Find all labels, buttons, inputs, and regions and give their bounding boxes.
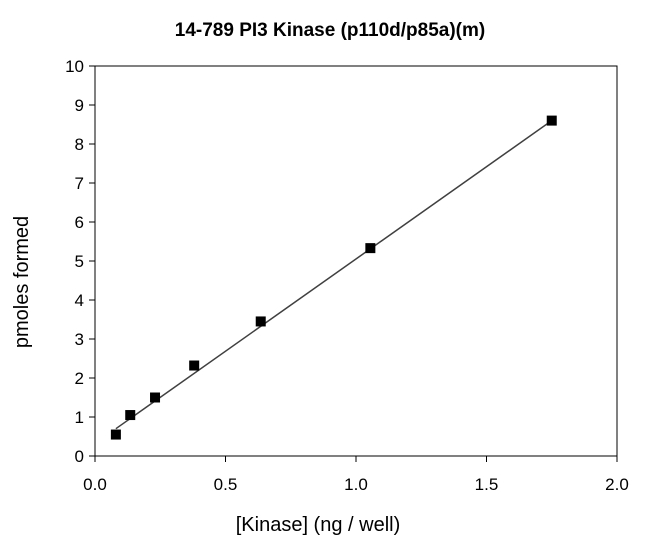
- data-point: [365, 243, 376, 254]
- x-tick-label: 2.0: [605, 475, 629, 494]
- y-axis-label: pmoles formed: [11, 216, 33, 348]
- data-point: [255, 316, 266, 327]
- y-axis: 0 1 2 3 4 5 6 7 8 9 10: [65, 57, 95, 466]
- data-point: [546, 115, 557, 126]
- trendline: [115, 119, 553, 430]
- x-tick-label: 1.0: [344, 475, 368, 494]
- x-tick-label: 0.0: [83, 475, 107, 494]
- data-points: [110, 115, 557, 440]
- y-tick-label: 2: [75, 369, 84, 388]
- x-axis: 0.0 0.5 1.0 1.5 2.0: [83, 456, 629, 494]
- plot-area: [94, 65, 618, 457]
- y-tick-label: 3: [75, 330, 84, 349]
- x-tick-label: 1.5: [475, 475, 499, 494]
- data-point: [189, 360, 200, 371]
- y-tick-label: 1: [75, 408, 84, 427]
- chart-title: 14-789 PI3 Kinase (p110d/p85a)(m): [175, 20, 485, 41]
- trendline-layer: [115, 119, 553, 430]
- y-tick-label: 7: [75, 174, 84, 193]
- x-axis-label: [Kinase] (ng / well): [236, 514, 401, 536]
- y-tick-label: 5: [75, 252, 84, 271]
- x-tick-label: 0.5: [214, 475, 238, 494]
- y-tick-label: 10: [65, 57, 84, 76]
- y-tick-label: 9: [75, 96, 84, 115]
- y-tick-label: 4: [75, 291, 84, 310]
- data-point: [125, 410, 136, 421]
- y-tick-label: 6: [75, 213, 84, 232]
- data-point: [110, 429, 121, 440]
- y-tick-label: 8: [75, 135, 84, 154]
- y-tick-label: 0: [75, 447, 84, 466]
- data-point: [150, 392, 161, 403]
